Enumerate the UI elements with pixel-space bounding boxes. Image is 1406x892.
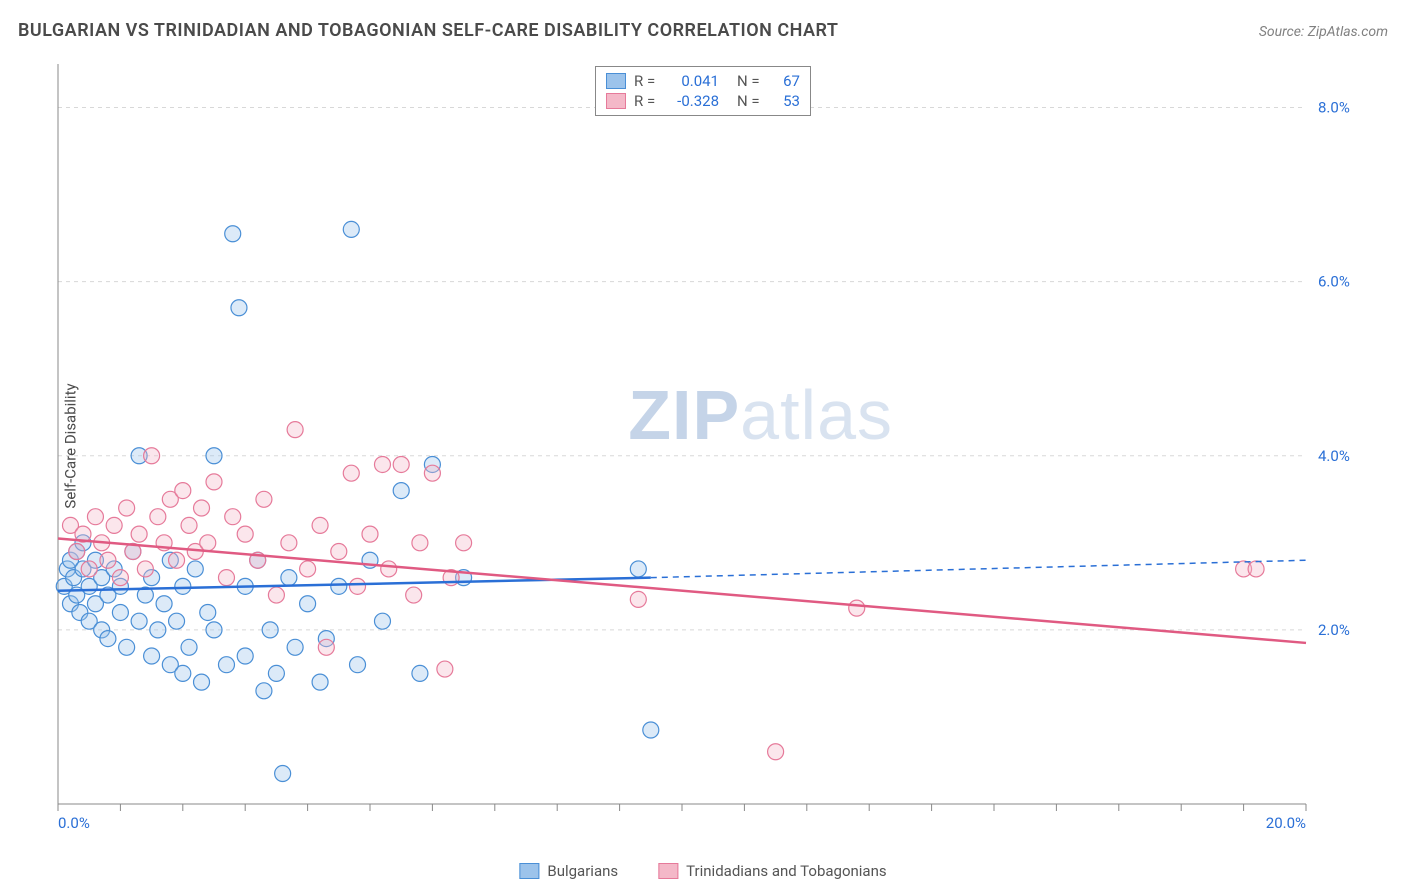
svg-text:6.0%: 6.0% xyxy=(1318,273,1350,291)
legend-label-1: Trinidadians and Tobagonians xyxy=(686,862,886,880)
stats-r-value-1: -0.328 xyxy=(667,92,719,110)
legend-item-0: Bulgarians xyxy=(519,862,618,880)
stats-legend: R = 0.041 N = 67 R = -0.328 N = 53 xyxy=(595,66,811,116)
svg-text:2.0%: 2.0% xyxy=(1318,621,1350,639)
legend-item-1: Trinidadians and Tobagonians xyxy=(658,862,886,880)
stats-r-label-1: R = xyxy=(634,92,659,110)
svg-text:20.0%: 20.0% xyxy=(1266,814,1306,832)
stats-n-value-1: 53 xyxy=(770,92,800,110)
chart-plot-area: 2.0%4.0%6.0%8.0%0.0%20.0% ZIPatlas xyxy=(50,60,1366,832)
chart-svg: 2.0% 4.0% 6.0% 8.0% 0.0% 20.0% xyxy=(50,60,1366,832)
stats-n-value-0: 67 xyxy=(770,72,800,90)
legend-label-0: Bulgarians xyxy=(547,862,618,880)
chart-source: Source: ZipAtlas.com xyxy=(1259,24,1388,40)
stats-r-value-0: 0.041 xyxy=(667,72,719,90)
stats-swatch-1 xyxy=(606,93,626,109)
svg-text:0.0%: 0.0% xyxy=(58,814,90,832)
chart-title: BULGARIAN VS TRINIDADIAN AND TOBAGONIAN … xyxy=(18,20,838,41)
legend-swatch-0 xyxy=(519,863,539,879)
svg-text:4.0%: 4.0% xyxy=(1318,447,1350,465)
stats-n-label-1: N = xyxy=(737,92,762,110)
svg-text:8.0%: 8.0% xyxy=(1318,99,1350,117)
legend-swatch-1 xyxy=(658,863,678,879)
stats-row-1: R = -0.328 N = 53 xyxy=(606,91,800,111)
stats-row-0: R = 0.041 N = 67 xyxy=(606,71,800,91)
bottom-legend: Bulgarians Trinidadians and Tobagonians xyxy=(519,862,886,880)
stats-r-label-0: R = xyxy=(634,72,659,90)
stats-n-label-0: N = xyxy=(737,72,762,90)
stats-swatch-0 xyxy=(606,73,626,89)
chart-header: BULGARIAN VS TRINIDADIAN AND TOBAGONIAN … xyxy=(18,20,1388,41)
